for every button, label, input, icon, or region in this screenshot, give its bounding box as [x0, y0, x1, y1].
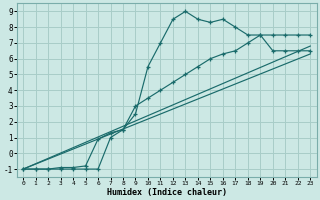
X-axis label: Humidex (Indice chaleur): Humidex (Indice chaleur): [107, 188, 227, 197]
